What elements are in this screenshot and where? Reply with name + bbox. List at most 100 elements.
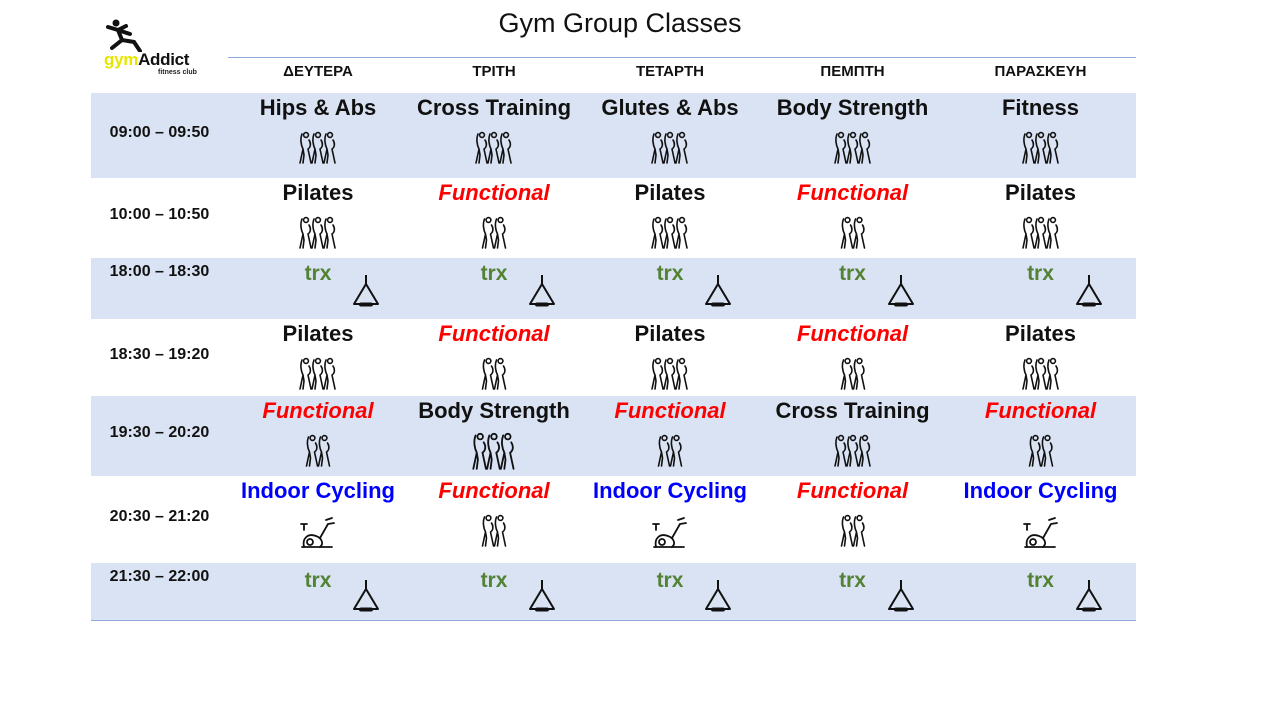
day-header: ΠΕΜΠΤΗ [820, 63, 885, 80]
class-cell[interactable]: trx [408, 563, 580, 621]
trx-icon [350, 274, 382, 315]
schedule-row: 19:30 – 20:20 Functional Body Strength Func… [91, 396, 1136, 476]
trx-icon [885, 579, 917, 620]
class-cell[interactable]: Functional [945, 396, 1136, 476]
class-cell[interactable]: Functional [408, 319, 580, 396]
group3-icon [1021, 357, 1061, 396]
trx-icon [885, 274, 917, 315]
class-name: trx [839, 262, 866, 285]
logo-subtitle: fitness club [158, 69, 197, 76]
group2-icon [839, 514, 866, 553]
class-cell[interactable]: trx [408, 258, 580, 319]
class-cell[interactable]: Indoor Cycling [945, 476, 1136, 563]
bike-icon [298, 516, 338, 555]
class-name: Functional [438, 180, 550, 205]
class-cell[interactable]: Pilates [580, 178, 760, 258]
time-slot: 18:00 – 18:30 [109, 263, 210, 280]
class-cell[interactable]: trx [228, 258, 408, 319]
trx-icon [526, 579, 558, 620]
group3-icon [474, 131, 514, 170]
class-cell[interactable]: trx [945, 258, 1136, 319]
class-cell[interactable]: Body Strength [760, 93, 945, 178]
class-cell[interactable]: trx [945, 563, 1136, 621]
class-name: Functional [796, 180, 909, 205]
schedule-row: 09:00 – 09:50 Hips & Abs Cross Training Glu… [91, 93, 1136, 178]
class-name: Functional [984, 398, 1097, 423]
class-name: Functional [796, 321, 909, 346]
class-name: Indoor Cycling [241, 478, 395, 503]
trx-icon [702, 274, 734, 315]
gym-addict-logo: gymAddict fitness club [100, 18, 210, 78]
group3-icon [1021, 131, 1061, 170]
schedule-row: 20:30 – 21:20 Indoor Cycling Functional In… [91, 476, 1136, 563]
class-cell[interactable]: Cross Training [408, 93, 580, 178]
group3-icon [471, 432, 517, 476]
class-name: Hips & Abs [259, 95, 377, 120]
day-header: ΠΑΡΑΣΚΕΥΗ [994, 63, 1087, 80]
class-cell[interactable]: Pilates [945, 319, 1136, 396]
group2-icon [1027, 434, 1054, 473]
class-cell[interactable]: Indoor Cycling [580, 476, 760, 563]
class-name: Glutes & Abs [601, 95, 739, 120]
class-name: trx [304, 262, 332, 285]
class-cell[interactable]: trx [760, 563, 945, 621]
class-cell[interactable]: Fitness [945, 93, 1136, 178]
logo-gym: gym [104, 50, 139, 69]
group3-icon [298, 216, 338, 255]
time-slot: 10:00 – 10:50 [109, 206, 210, 223]
day-header: ΔΕΥΤΕΡΑ [283, 63, 353, 80]
class-cell[interactable]: Pilates [945, 178, 1136, 258]
class-cell[interactable]: Indoor Cycling [228, 476, 408, 563]
time-slot: 21:30 – 22:00 [109, 568, 210, 585]
schedule-row: 18:30 – 19:20 Pilates Functional Pilates Fun… [91, 319, 1136, 396]
time-slot: 09:00 – 09:50 [109, 123, 210, 141]
schedule-row: 21:30 – 22:00 trx trx trx trx trx [91, 563, 1136, 621]
class-name: trx [1027, 569, 1054, 592]
group2-icon [839, 357, 866, 396]
class-name: Functional [438, 321, 550, 346]
class-cell[interactable]: Functional [760, 476, 945, 563]
trx-icon [526, 274, 558, 315]
group2-icon [305, 434, 332, 473]
trx-icon [702, 579, 734, 620]
time-slot: 19:30 – 20:20 [109, 424, 210, 441]
group3-icon [650, 216, 690, 255]
day-header: ΤΡΙΤΗ [472, 63, 516, 80]
schedule-row: 10:00 – 10:50 Pilates Functional Pilates Fun… [91, 178, 1136, 258]
class-name: Cross Training [416, 95, 572, 120]
runner-logo-icon [106, 19, 142, 52]
class-cell[interactable]: Cross Training [760, 396, 945, 476]
class-name: Body Strength [776, 95, 929, 120]
class-cell[interactable]: Glutes & Abs [580, 93, 760, 178]
class-name: Indoor Cycling [593, 478, 747, 503]
class-cell[interactable]: trx [580, 563, 760, 621]
group2-icon [481, 514, 508, 553]
trx-icon [350, 579, 382, 620]
day-header-row: ΔΕΥΤΕΡΑ ΤΡΙΤΗ ΤΕΤΑΡΤΗ ΠΕΜΠΤΗ ΠΑΡΑΣΚΕΥΗ [228, 57, 1136, 95]
day-header: ΤΕΤΑΡΤΗ [635, 63, 705, 80]
group3-icon [650, 131, 690, 170]
class-name: Pilates [634, 180, 706, 205]
class-name: Functional [796, 478, 909, 503]
class-cell[interactable]: Pilates [228, 319, 408, 396]
class-cell[interactable]: trx [228, 563, 408, 621]
class-cell[interactable]: Pilates [580, 319, 760, 396]
class-name: Pilates [282, 180, 354, 205]
class-cell[interactable]: Pilates [228, 178, 408, 258]
class-cell[interactable]: Functional [408, 178, 580, 258]
class-cell[interactable]: Body Strength [408, 396, 580, 476]
class-cell[interactable]: Functional [760, 178, 945, 258]
class-cell[interactable]: Functional [580, 396, 760, 476]
logo-addict: Addict [138, 50, 190, 69]
class-cell[interactable]: trx [580, 258, 760, 319]
class-name: Pilates [1005, 180, 1076, 205]
time-slot: 20:30 – 21:20 [109, 507, 210, 525]
class-cell[interactable]: Hips & Abs [228, 93, 408, 178]
bike-icon [1021, 516, 1061, 555]
class-cell[interactable]: Functional [228, 396, 408, 476]
class-name: Pilates [634, 321, 706, 346]
class-cell[interactable]: trx [760, 258, 945, 319]
class-cell[interactable]: Functional [408, 476, 580, 563]
class-cell[interactable]: Functional [760, 319, 945, 396]
class-name: trx [656, 569, 684, 592]
